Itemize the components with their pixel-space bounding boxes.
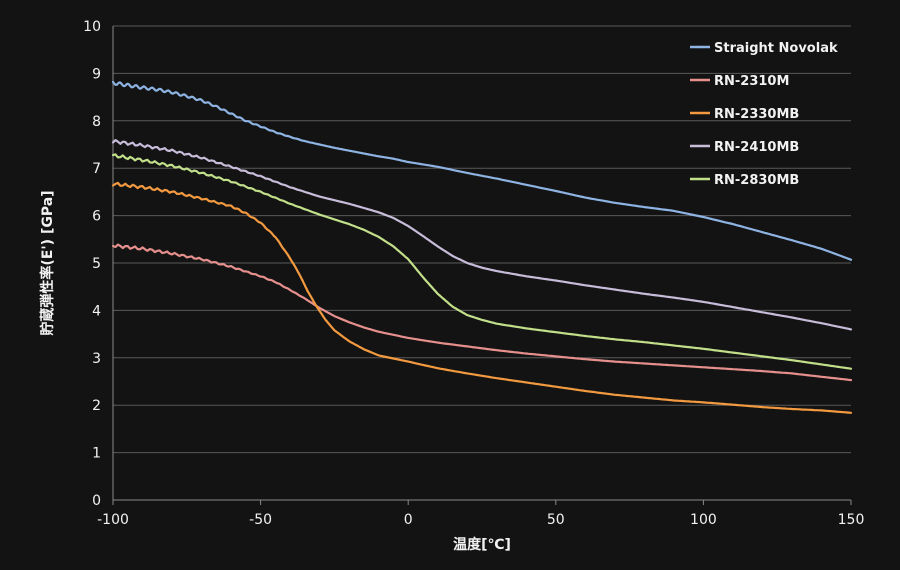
y-tick-label: 9 <box>92 66 101 82</box>
series-line-rn-2410mb <box>111 139 853 331</box>
legend: Straight Novolak RN-2310M RN-2330MB RN-2410… <box>690 41 838 188</box>
legend-label: RN-2310M <box>714 74 789 89</box>
legend-item: RN-2310M <box>690 74 789 89</box>
legend-item: RN-2830MB <box>690 173 799 188</box>
x-tick-label: 100 <box>690 512 717 528</box>
legend-item: RN-2330MB <box>690 107 799 122</box>
series-line-rn-2830mb <box>111 153 853 370</box>
series-layer <box>111 80 853 414</box>
y-tick-label: 10 <box>83 19 101 35</box>
y-tick-label: 8 <box>92 114 101 130</box>
legend-label: RN-2830MB <box>714 173 799 188</box>
y-tick-label: 6 <box>92 209 101 225</box>
legend-label: RN-2330MB <box>714 107 799 122</box>
y-tick-label: 7 <box>92 161 101 177</box>
x-tick-label: 50 <box>547 512 565 528</box>
series-line-straight-novolak <box>111 80 853 261</box>
y-tick-label: 5 <box>92 256 101 272</box>
x-tick-label: 0 <box>404 512 413 528</box>
axes: 0 1 2 3 4 5 6 7 8 9 10 -100 -50 0 50 100 150 <box>83 19 864 528</box>
legend-item: RN-2410MB <box>690 140 799 155</box>
series-line-rn-2330mb <box>111 181 853 414</box>
legend-item: Straight Novolak <box>690 41 838 56</box>
y-tick-label: 1 <box>92 446 101 462</box>
y-tick-label: 2 <box>92 398 101 414</box>
y-tick-label: 3 <box>92 351 101 367</box>
x-axis-title: 温度[℃] <box>453 536 511 553</box>
series-line-rn-2310m <box>111 243 853 382</box>
x-tick-label: 150 <box>838 512 865 528</box>
grid <box>113 25 851 454</box>
legend-label: Straight Novolak <box>714 41 838 56</box>
y-tick-label: 0 <box>92 493 101 509</box>
y-tick-label: 4 <box>92 303 101 319</box>
x-tick-label: -50 <box>249 512 272 528</box>
x-tick-label: -100 <box>97 512 129 528</box>
legend-label: RN-2410MB <box>714 140 799 155</box>
y-axis-title: 貯蔵弾性率(E') [GPa] <box>39 190 56 335</box>
